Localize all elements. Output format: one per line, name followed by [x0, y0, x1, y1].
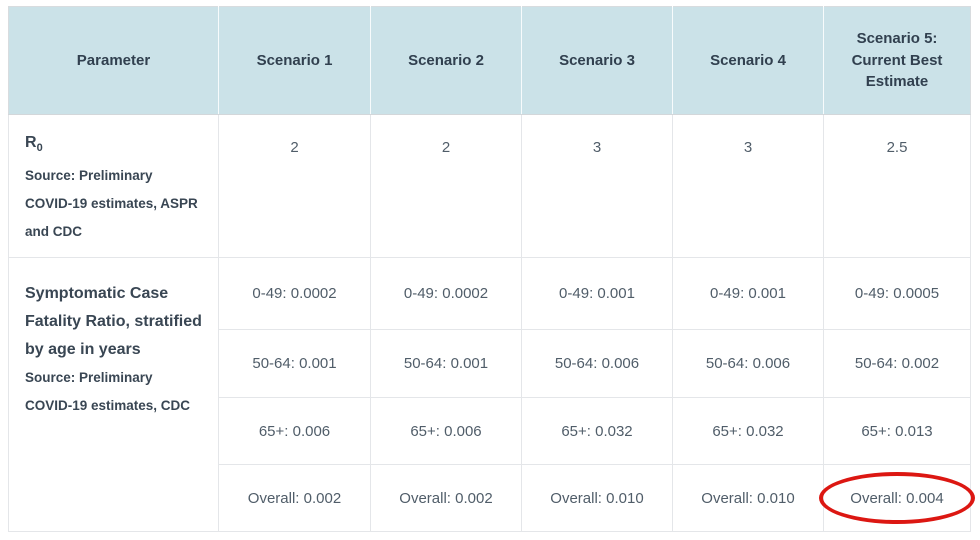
r0-subscript: 0: [36, 142, 43, 155]
parameter-name-cfr: Symptomatic Case Fatality Ratio, stratif…: [25, 285, 202, 358]
parameter-source-r0: Source: Preliminary COVID-19 estimates, …: [25, 168, 198, 240]
cfr-row-age-0-49: Symptomatic Case Fatality Ratio, stratif…: [8, 257, 971, 532]
parameter-cell-r0: R0 Source: Preliminary COVID-19 estimate…: [8, 114, 219, 258]
r0-row: R0 Source: Preliminary COVID-19 estimate…: [8, 114, 971, 258]
table-header-row: Parameter Scenario 1 Scenario 2 Scenario…: [8, 6, 971, 115]
cfr-0-49-scenario-5: 0-49: 0.0005: [823, 257, 971, 330]
parameter-cell-cfr: Symptomatic Case Fatality Ratio, stratif…: [8, 257, 219, 532]
cfr-overall-scenario-5-value: Overall: 0.004: [850, 489, 944, 507]
column-header-scenario-5: Scenario 5: Current Best Estimate: [823, 6, 971, 115]
r0-symbol: R: [25, 134, 37, 151]
cfr-50-64-scenario-3: 50-64: 0.006: [521, 329, 673, 398]
cfr-50-64-scenario-2: 50-64: 0.001: [370, 329, 522, 398]
column-header-scenario-3: Scenario 3: [521, 6, 673, 115]
parameter-name-r0: R0: [25, 129, 202, 162]
cfr-overall-scenario-5: Overall: 0.004: [819, 464, 975, 532]
r0-value-scenario-3: 3: [521, 114, 673, 258]
r0-value-scenario-2: 2: [370, 114, 522, 258]
cfr-65-scenario-5: 65+: 0.013: [823, 397, 971, 465]
cfr-65-scenario-2: 65+: 0.006: [370, 397, 522, 465]
column-header-scenario-1: Scenario 1: [218, 6, 371, 115]
pandemic-planning-scenarios-table: Parameter Scenario 1 Scenario 2 Scenario…: [8, 6, 975, 532]
cfr-overall-scenario-4: Overall: 0.010: [672, 464, 824, 532]
column-header-scenario-4: Scenario 4: [672, 6, 824, 115]
cfr-0-49-scenario-2: 0-49: 0.0002: [370, 257, 522, 330]
column-header-parameter: Parameter: [8, 6, 219, 115]
cfr-65-scenario-4: 65+: 0.032: [672, 397, 824, 465]
cfr-50-64-scenario-4: 50-64: 0.006: [672, 329, 824, 398]
cfr-row-age-65-plus: 65+: 0.006 65+: 0.006 65+: 0.032 65+: 0.…: [9, 397, 971, 465]
cfr-65-scenario-3: 65+: 0.032: [521, 397, 673, 465]
r0-value-scenario-4: 3: [672, 114, 824, 258]
cfr-65-scenario-1: 65+: 0.006: [218, 397, 371, 465]
cfr-overall-scenario-1: Overall: 0.002: [218, 464, 371, 532]
cfr-50-64-scenario-1: 50-64: 0.001: [218, 329, 371, 398]
cfr-overall-scenario-2: Overall: 0.002: [370, 464, 522, 532]
cfr-row-age-50-64: 50-64: 0.001 50-64: 0.001 50-64: 0.006 5…: [9, 329, 971, 398]
cfr-row-overall: Overall: 0.002 Overall: 0.002 Overall: 0…: [9, 464, 975, 532]
cfr-0-49-scenario-3: 0-49: 0.001: [521, 257, 673, 330]
cfr-50-64-scenario-5: 50-64: 0.002: [823, 329, 971, 398]
cfr-0-49-scenario-1: 0-49: 0.0002: [218, 257, 371, 330]
parameter-source-cfr: Source: Preliminary COVID-19 estimates, …: [25, 370, 191, 413]
cfr-0-49-scenario-4: 0-49: 0.001: [672, 257, 824, 330]
cfr-overall-scenario-3: Overall: 0.010: [521, 464, 673, 532]
column-header-scenario-2: Scenario 2: [370, 6, 522, 115]
r0-value-scenario-1: 2: [218, 114, 371, 258]
r0-value-scenario-5: 2.5: [823, 114, 971, 258]
